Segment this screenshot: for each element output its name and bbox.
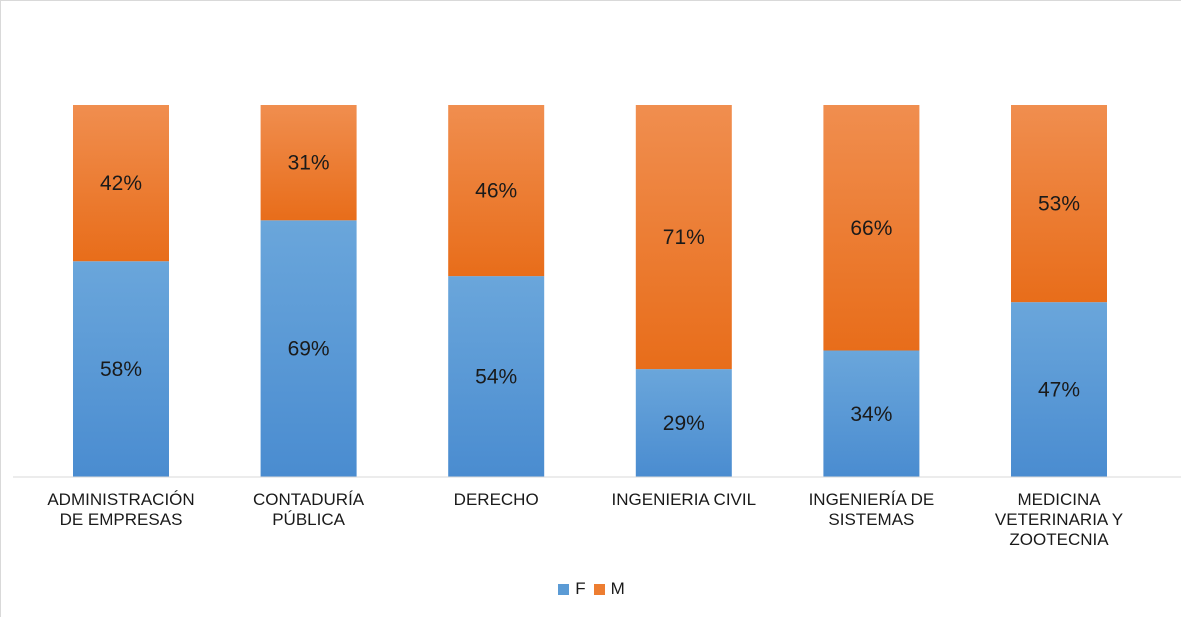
- data-label-f-3: 54%: [475, 366, 517, 389]
- category-label-2: CONTADURÍA PÚBLICA: [253, 490, 365, 529]
- legend-swatch-m: [593, 583, 605, 595]
- bar-m-5: [823, 105, 920, 351]
- category-label-3: DERECHO: [453, 490, 539, 509]
- bar-f-4: [635, 369, 732, 477]
- category-label-1: ADMINISTRACIÓN DE EMPRESAS: [47, 490, 195, 529]
- data-label-m-4: 71%: [663, 226, 705, 249]
- bar-m-6: [1011, 105, 1107, 303]
- bar-f-6: [1011, 302, 1107, 477]
- bar-m-3: [448, 105, 545, 277]
- bar-f-5: [823, 350, 920, 477]
- data-label-f-2: 69%: [288, 338, 330, 361]
- data-label-f-5: 34%: [850, 403, 892, 426]
- category-label-4: INGENIERIA CIVIL: [611, 490, 757, 509]
- data-label-f-1: 58%: [100, 358, 142, 381]
- data-label-m-6: 53%: [1038, 193, 1080, 216]
- data-label-m-2: 31%: [288, 152, 330, 175]
- bar-f-3: [448, 276, 545, 477]
- data-label-m-1: 42%: [100, 172, 142, 195]
- legend-label-f: F: [575, 579, 586, 598]
- category-label-5: INGENIERÍA DE SISTEMAS: [808, 490, 935, 529]
- legend-swatch-f: [558, 583, 570, 595]
- bar-m-4: [635, 105, 732, 370]
- data-label-m-3: 46%: [475, 180, 517, 203]
- data-label-m-5: 66%: [850, 217, 892, 240]
- bar-m-2: [260, 105, 357, 221]
- data-label-f-6: 47%: [1038, 379, 1080, 402]
- legend-label-m: M: [610, 579, 625, 598]
- data-label-f-4: 29%: [663, 412, 705, 435]
- bar-f-1: [73, 261, 169, 477]
- legend-item-m: M: [593, 579, 625, 599]
- bar-m-1: [73, 105, 169, 262]
- category-label-6: MEDICINA VETERINARIA Y ZOOTECNIA: [994, 490, 1124, 549]
- legend-item-f: F: [558, 579, 586, 599]
- bar-f-2: [260, 220, 357, 477]
